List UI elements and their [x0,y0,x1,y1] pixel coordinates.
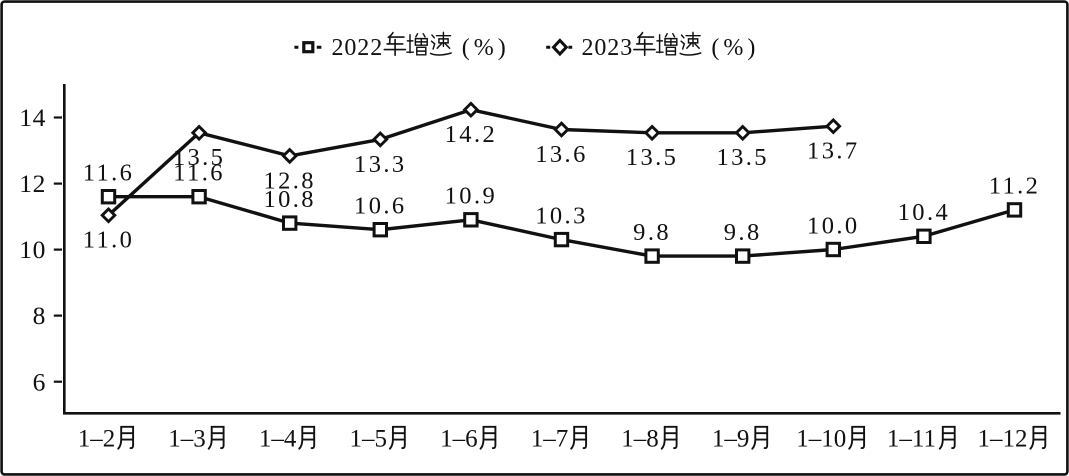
svg-text:10.8: 10.8 [263,186,315,213]
svg-text:13.7: 13.7 [807,138,859,165]
svg-text:13.3: 13.3 [354,151,406,178]
svg-text:11.6: 11.6 [173,160,225,187]
svg-text:8: 8 [33,301,46,330]
svg-text:10.6: 10.6 [354,193,406,220]
svg-text:1–6: 1–6 [440,425,478,452]
svg-text:10.3: 10.3 [535,202,587,229]
svg-text:10.9: 10.9 [445,183,497,210]
svg-text:1–5: 1–5 [350,425,388,452]
svg-text:(%): (%) [711,35,759,61]
svg-text:14.2: 14.2 [445,121,497,148]
svg-text:12.8: 12.8 [263,167,315,194]
svg-text:1–11: 1–11 [887,425,936,452]
svg-text:1–12: 1–12 [978,425,1028,452]
svg-text:12: 12 [19,169,46,198]
svg-text:10.4: 10.4 [898,199,950,226]
svg-text:(%): (%) [462,35,510,61]
svg-text:1–9: 1–9 [712,425,750,452]
svg-text:9.8: 9.8 [724,219,762,246]
svg-text:1–8: 1–8 [621,425,659,452]
svg-text:1–7: 1–7 [531,425,569,452]
svg-text:14: 14 [19,103,46,132]
svg-text:2022: 2022 [332,35,384,61]
svg-text:9.8: 9.8 [633,219,671,246]
svg-text:6: 6 [33,367,46,396]
svg-text:11.6: 11.6 [83,160,135,187]
svg-text:13.5: 13.5 [626,144,678,171]
svg-text:11.0: 11.0 [83,227,135,254]
svg-text:10.0: 10.0 [807,212,859,239]
svg-text:13.6: 13.6 [535,141,587,168]
svg-text:11.2: 11.2 [989,173,1041,200]
svg-text:1–10: 1–10 [796,425,846,452]
svg-text:1–2: 1–2 [78,425,116,452]
svg-text:13.5: 13.5 [716,144,768,171]
svg-text:2023: 2023 [582,35,634,61]
svg-text:1–3: 1–3 [168,425,206,452]
svg-text:1–4: 1–4 [259,425,297,452]
svg-text:10: 10 [19,235,46,264]
svg-text:13.5: 13.5 [173,144,225,171]
